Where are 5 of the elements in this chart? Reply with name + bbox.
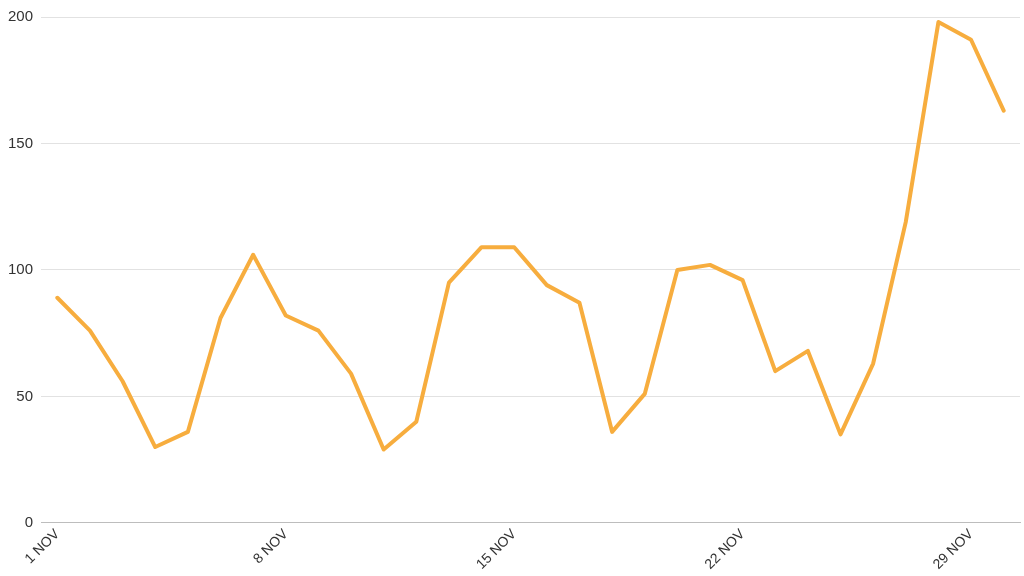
y-tick-label: 150 [8, 133, 34, 151]
y-tick-label: 50 [16, 386, 34, 404]
y-tick-label: 0 [24, 513, 34, 531]
y-tick-label: 200 [8, 7, 34, 25]
y-tick-label: 100 [8, 260, 34, 278]
